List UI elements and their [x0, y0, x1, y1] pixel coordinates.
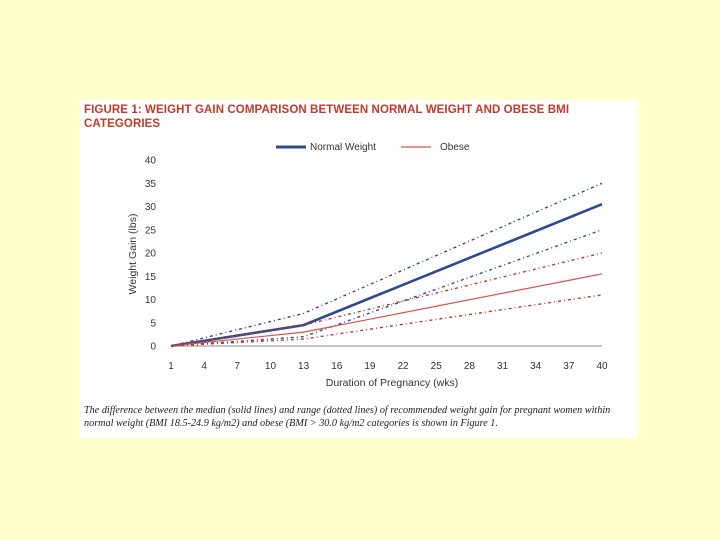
legend: Normal Weight Obese	[276, 142, 470, 153]
x-tick-label: 13	[298, 361, 310, 372]
x-tick-label: 4	[201, 361, 207, 372]
x-tick-label: 25	[431, 361, 443, 372]
legend-obese-label: Obese	[440, 142, 470, 153]
y-tick-labels: 0 5 10 15 20 25 30 35 40	[145, 156, 157, 353]
x-tick-label: 7	[235, 361, 241, 372]
x-tick-label: 22	[398, 361, 410, 372]
x-tick-label: 16	[331, 361, 343, 372]
y-tick-label: 10	[145, 295, 157, 306]
y-axis-label: Weight Gain (lbs)	[127, 214, 139, 295]
figure-panel	[80, 100, 638, 438]
series-line-obese	[170, 273, 603, 347]
y-tick-label: 20	[145, 249, 157, 260]
x-tick-label: 1	[168, 361, 174, 372]
y-tick-label: 5	[150, 318, 156, 329]
x-tick-label: 19	[364, 361, 376, 372]
figure-caption: The difference between the median (solid…	[84, 405, 611, 429]
x-tick-label: 40	[596, 361, 608, 372]
x-tick-label: 31	[497, 361, 509, 372]
series-line-normal-weight-lower-range	[170, 229, 603, 347]
y-tick-label: 35	[145, 179, 157, 190]
y-tick-label: 25	[145, 225, 157, 236]
y-tick-label: 0	[150, 342, 156, 353]
x-tick-label: 34	[530, 361, 542, 372]
series-line-normal-weight	[170, 202, 603, 348]
series-line-obese-upper-range	[170, 252, 603, 347]
y-tick-label: 40	[145, 156, 157, 167]
x-tick-label: 37	[563, 361, 575, 372]
series-line-obese-lower-range	[170, 294, 603, 347]
figure-title: FIGURE 1: WEIGHT GAIN COMPARISON BETWEEN…	[84, 104, 570, 130]
series-lines	[170, 182, 603, 348]
x-tick-label: 10	[265, 361, 277, 372]
y-tick-label: 30	[145, 202, 157, 213]
x-tick-label: 28	[464, 361, 476, 372]
x-axis-label: Duration of Pregnancy (wks)	[326, 377, 458, 389]
legend-normal-label: Normal Weight	[310, 142, 376, 153]
y-tick-label: 15	[145, 272, 157, 283]
series-line-normal-weight-upper-range	[170, 182, 603, 347]
x-tick-labels: 1 4 7 10 13 16 19 22 25 28 31 34 37 40	[168, 361, 608, 372]
